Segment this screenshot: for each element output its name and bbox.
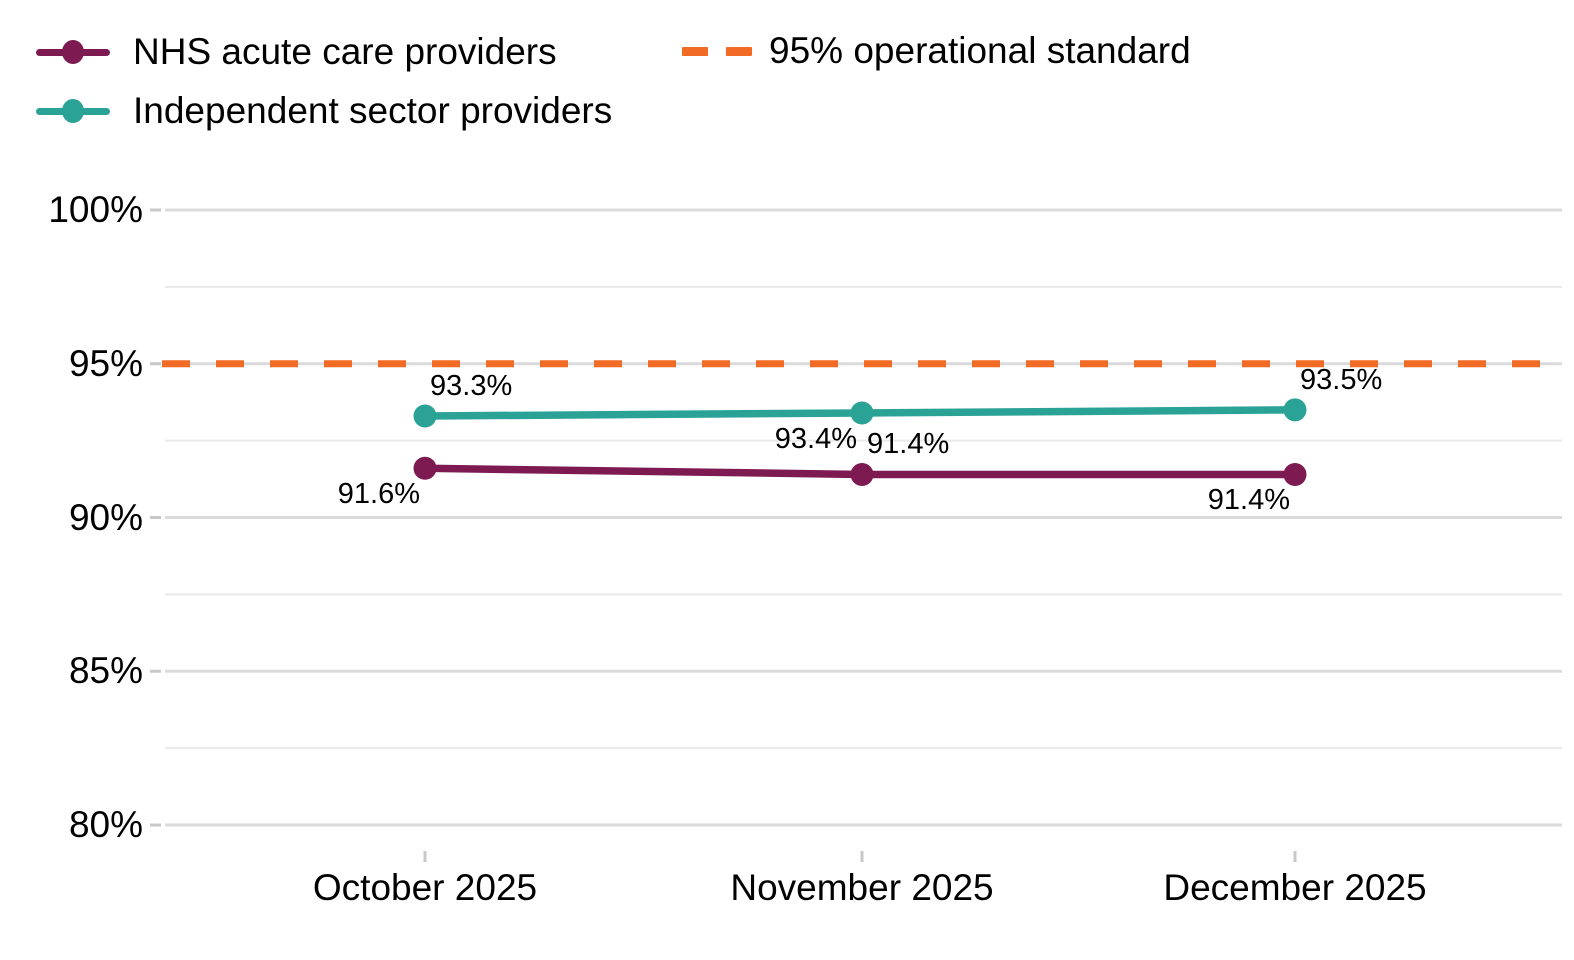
data-point	[413, 404, 437, 428]
legend-dot-icon	[62, 40, 84, 64]
y-axis-label: 100%	[48, 189, 143, 230]
data-point	[1283, 462, 1307, 486]
data-label: 93.3%	[430, 370, 513, 403]
data-label: 93.4%	[774, 422, 857, 455]
legend-item-operational-standard: 95% operational standard	[682, 29, 1191, 73]
legend-item-independent-sector: Independent sector providers	[36, 89, 612, 133]
data-label: 91.4%	[1207, 484, 1290, 517]
data-point	[413, 456, 437, 480]
data-point	[850, 462, 874, 486]
x-axis-label: December 2025	[1163, 867, 1427, 908]
legend-label: 95% operational standard	[769, 30, 1191, 71]
legend-dash-icon	[726, 46, 752, 56]
data-label: 91.4%	[867, 428, 950, 461]
legend-label: Independent sector providers	[133, 90, 613, 131]
y-axis-label: 85%	[68, 650, 143, 692]
y-axis-label: 90%	[68, 496, 143, 538]
legend-swatch-operational-standard	[682, 39, 752, 63]
legend-dot-icon	[62, 99, 84, 123]
y-axis-label: 80%	[68, 804, 143, 845]
x-axis-label: November 2025	[730, 867, 994, 908]
data-label: 91.6%	[337, 478, 420, 511]
legend-swatch-independent-sector	[36, 99, 110, 123]
data-point	[1283, 398, 1307, 422]
legend-dash-icon	[682, 46, 708, 56]
y-axis-label: 95%	[68, 342, 143, 384]
data-point	[850, 401, 874, 425]
legend-label: NHS acute care providers	[133, 31, 557, 72]
data-label: 93.5%	[1300, 363, 1383, 396]
legend-swatch-nhs-acute	[36, 40, 110, 64]
x-axis-label: October 2025	[312, 867, 538, 908]
legend-item-nhs-acute: NHS acute care providers	[36, 30, 557, 74]
